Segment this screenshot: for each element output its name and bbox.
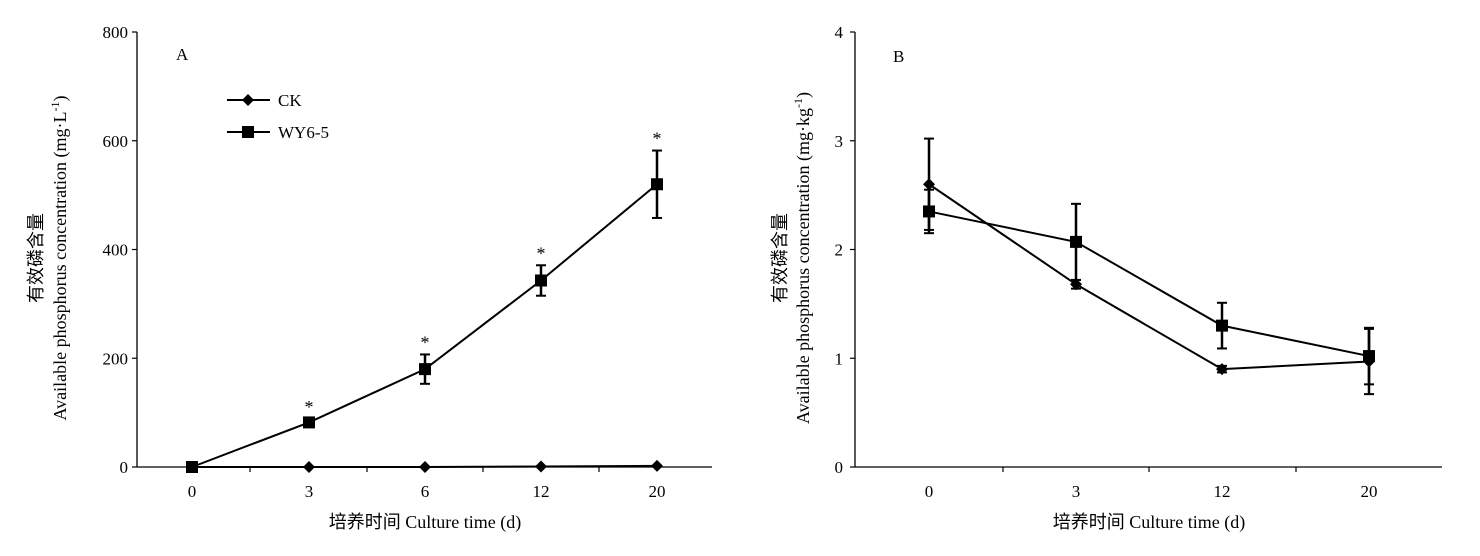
panel-label: A <box>176 45 189 64</box>
legend-marker <box>242 94 254 106</box>
data-point-ck <box>1070 278 1082 291</box>
x-tick-label: 6 <box>421 482 430 501</box>
data-point-ck <box>1216 363 1228 376</box>
data-point-wy6-5 <box>303 416 315 429</box>
data-point-wy6-5 <box>1216 319 1228 332</box>
legend-item-ck: CK <box>227 91 302 110</box>
data-point-wy6-5 <box>923 205 935 218</box>
x-tick-label: 0 <box>188 482 197 501</box>
y-tick-label: 600 <box>103 132 129 151</box>
legend-item-wy6-5: WY6-5 <box>227 123 329 142</box>
legend-label: CK <box>278 91 302 110</box>
x-axis-title: 培养时间 Culture time (d) <box>329 512 521 533</box>
legend-marker <box>242 126 254 138</box>
data-point-wy6-5 <box>419 363 431 376</box>
x-tick-label: 20 <box>649 482 666 501</box>
significance-marker: * <box>653 129 662 149</box>
panel-label: B <box>893 47 904 66</box>
series-line-wy6-5 <box>928 210 1370 358</box>
y-axis-title-en: Available phosphorus concentration (mg·k… <box>791 92 814 424</box>
data-point-wy6-5 <box>1070 235 1082 248</box>
legend-label: WY6-5 <box>278 123 329 142</box>
data-point-ck <box>419 461 431 473</box>
y-axis-title-cn: 有效磷含量 <box>770 213 790 303</box>
y-tick-label: 400 <box>103 241 129 260</box>
y-tick-label: 0 <box>120 458 129 477</box>
data-point-ck <box>923 178 935 191</box>
y-axis-title-en: Available phosphorus concentration (mg·L… <box>48 95 71 420</box>
y-axis-title-cn: 有效磷含量 <box>26 213 46 303</box>
y-tick-label: 1 <box>835 349 844 368</box>
x-tick-label: 12 <box>1214 482 1231 501</box>
y-tick-label: 2 <box>835 241 844 260</box>
significance-marker: * <box>421 332 430 352</box>
y-tick-label: 0 <box>835 458 844 477</box>
x-tick-label: 12 <box>533 482 550 501</box>
series-line-ck <box>928 183 1370 371</box>
data-point-ck <box>651 459 663 472</box>
y-tick-label: 4 <box>835 23 844 42</box>
y-tick-label: 200 <box>103 349 129 368</box>
y-tick-label: 800 <box>103 23 129 42</box>
data-point-ck <box>535 460 547 473</box>
y-tick-label: 3 <box>835 132 844 151</box>
data-point-wy6-5 <box>186 461 198 473</box>
chart-panel-a: 0 200 400 600 800 0 3 6 12 20 培养时间 Culture time (d… <box>26 23 712 533</box>
x-tick-label: 0 <box>925 482 934 501</box>
x-tick-label: 20 <box>1361 482 1378 501</box>
data-point-ck <box>303 461 315 473</box>
x-tick-label: 3 <box>305 482 314 501</box>
x-axis-title: 培养时间 Culture time (d) <box>1053 512 1245 533</box>
data-point-wy6-5 <box>1363 350 1375 363</box>
series-line-wy6-5 <box>191 183 658 468</box>
data-point-wy6-5 <box>651 178 663 191</box>
significance-marker: * <box>537 243 546 263</box>
data-point-wy6-5 <box>535 274 547 287</box>
significance-marker: * <box>305 397 314 417</box>
x-tick-label: 3 <box>1072 482 1081 501</box>
